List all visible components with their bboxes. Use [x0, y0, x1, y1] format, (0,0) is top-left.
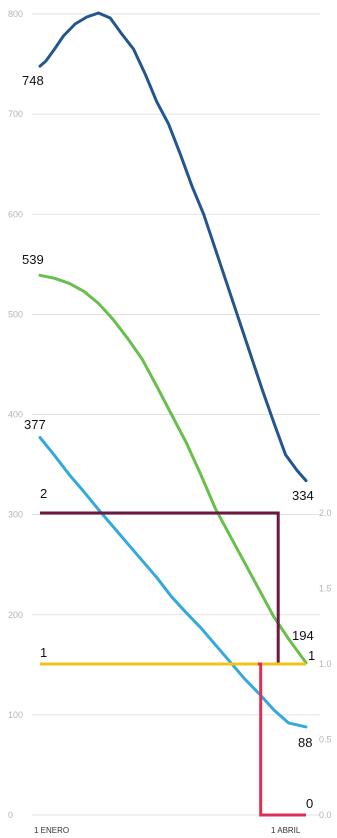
y-tick-label-left: 400: [8, 410, 23, 420]
y-tick-label-left: 600: [8, 209, 23, 219]
series-line-4: [40, 511, 283, 666]
y-tick-label-right: 0.5: [319, 735, 332, 745]
y-tick-label-left: 200: [8, 610, 23, 620]
y-tick-label-left: 500: [8, 309, 23, 319]
y-tick-label-right: 0.0: [319, 810, 332, 820]
series-line-3: [38, 436, 308, 729]
series-line-1: [38, 11, 308, 483]
series-line-2: [38, 273, 308, 665]
x-tick-label-end: 1 ABRIL: [271, 826, 301, 835]
y-tick-label-left: 800: [8, 9, 23, 19]
series-line-6: [257, 662, 306, 817]
series-start-label: 377: [24, 417, 46, 432]
y-tick-label-left: 100: [8, 710, 23, 720]
y-tick-label-left: 0: [8, 810, 13, 820]
series-end-label: 88: [298, 735, 312, 750]
series-end-labels: 748 334 539 194 377 88 2 1 1 0: [22, 73, 315, 811]
y-tick-label-left: 300: [8, 510, 23, 520]
series-end-label: 1: [308, 648, 315, 663]
series-start-label: 748: [22, 73, 44, 88]
y-tick-label-right: 2.0: [319, 508, 332, 518]
series-start-label: 1: [40, 645, 47, 660]
x-tick-label-start: 1 ENERO: [34, 826, 69, 835]
series-lines: [38, 11, 308, 817]
series-start-label: 539: [22, 252, 44, 267]
series-end-label: 0: [306, 796, 313, 811]
y-tick-label-right: 1.0: [319, 659, 332, 669]
y-axis-right: 0.0 0.5 1.0 1.5 2.0: [319, 508, 332, 820]
y-tick-label-left: 700: [8, 109, 23, 119]
series-end-label: 194: [292, 628, 314, 643]
grid-lines: [32, 13, 320, 816]
x-axis: 1 ENERO 1 ABRIL: [34, 826, 301, 835]
y-tick-label-right: 1.5: [319, 584, 332, 594]
y-axis-left: 0 100 200 300 400 500 600 700 800: [8, 9, 23, 820]
series-end-label: 334: [292, 488, 314, 503]
series-start-label: 2: [40, 486, 47, 501]
